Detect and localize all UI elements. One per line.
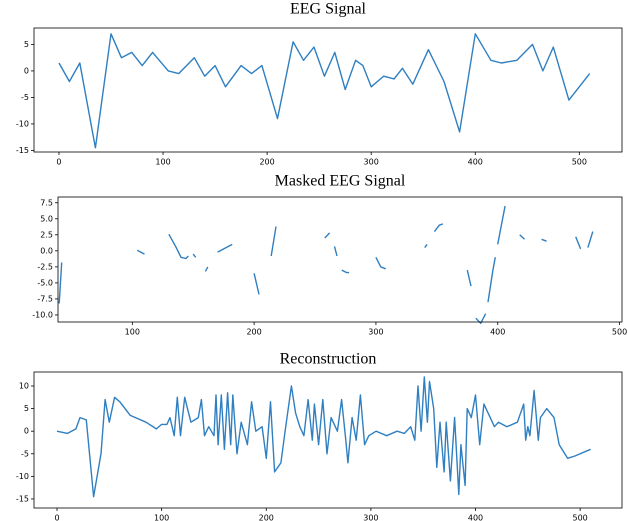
x-tick-label: 500 <box>612 328 627 337</box>
x-tick-label: 0 <box>56 158 61 167</box>
y-tick-label: -2.5 <box>37 262 53 271</box>
y-tick-label: 0.0 <box>40 246 53 255</box>
y-tick-label: -5 <box>21 449 29 458</box>
y-tick-label: -5 <box>21 93 29 102</box>
y-tick-label: 10 <box>19 382 29 391</box>
x-tick-label: 100 <box>155 158 170 167</box>
y-tick-label: -15 <box>16 494 29 503</box>
x-tick-label: 300 <box>364 158 379 167</box>
chart-title: Reconstruction <box>280 351 377 368</box>
axes-frame <box>33 371 623 509</box>
x-tick-label: 500 <box>573 514 588 521</box>
axes-frame <box>57 196 623 323</box>
data-line <box>56 376 591 498</box>
x-tick-label: 200 <box>246 328 261 337</box>
y-tick-label: 2.5 <box>40 230 53 239</box>
x-tick-label: 500 <box>572 158 587 167</box>
x-tick-label: 200 <box>259 158 274 167</box>
y-tick-label: -10 <box>16 119 29 128</box>
data-line <box>58 205 594 324</box>
x-tick-label: 100 <box>154 514 169 521</box>
y-tick-label: -15 <box>16 146 29 155</box>
y-tick-label: 5 <box>24 40 29 49</box>
y-tick-label: -5.0 <box>37 278 53 287</box>
y-tick-label: 5.0 <box>40 214 53 223</box>
x-tick-label: 400 <box>490 328 505 337</box>
axes-frame <box>33 27 623 153</box>
y-tick-label: 0 <box>24 427 29 436</box>
chart-title: EEG Signal <box>290 1 367 18</box>
chart-title: Masked EEG Signal <box>275 173 406 190</box>
y-tick-label: 0 <box>24 66 29 75</box>
x-tick-label: 0 <box>54 514 59 521</box>
data-line <box>58 33 591 149</box>
x-tick-label: 300 <box>368 328 383 337</box>
y-tick-label: -10 <box>16 472 29 481</box>
y-tick-label: -7.5 <box>37 294 53 303</box>
x-tick-label: 400 <box>468 158 483 167</box>
x-tick-label: 200 <box>259 514 274 521</box>
x-tick-label: 400 <box>468 514 483 521</box>
x-tick-label: 300 <box>363 514 378 521</box>
x-tick-label: 100 <box>125 328 140 337</box>
y-tick-label: 5 <box>24 404 29 413</box>
y-tick-label: 7.5 <box>40 198 53 207</box>
y-tick-label: -10.0 <box>32 310 53 319</box>
